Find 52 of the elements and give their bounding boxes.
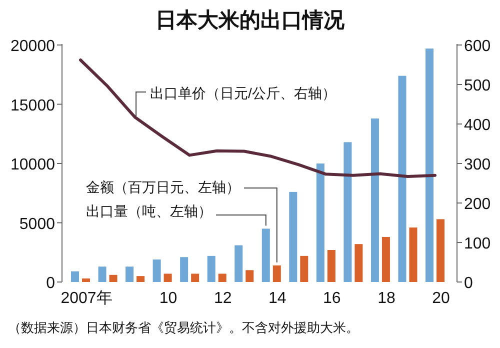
x-tick-label: 16 — [323, 290, 341, 307]
x-tick-label: 10 — [159, 290, 178, 307]
bar — [327, 250, 336, 282]
x-tick-label: 20 — [432, 290, 450, 307]
y-tick-label: 15000 — [10, 97, 56, 114]
bar — [218, 274, 226, 282]
x-tick-label: 2007年 — [60, 290, 112, 307]
bar — [354, 244, 363, 282]
y-tick-label: 10000 — [10, 156, 56, 174]
y2-tick-label: 0 — [464, 275, 473, 292]
y2-tick-label: 500 — [464, 78, 491, 94]
y-tick-label: 0 — [46, 275, 56, 292]
bar — [398, 76, 406, 282]
x-tick-label: 18 — [378, 290, 396, 307]
bar — [109, 274, 118, 282]
y2-tick-label: 100 — [464, 236, 491, 252]
y2-tick-label: 200 — [464, 196, 491, 213]
bar — [152, 259, 161, 282]
bar — [316, 164, 324, 282]
y2-tick-label: 600 — [464, 38, 491, 55]
bar — [272, 265, 281, 282]
y2-tick-label: 300 — [464, 156, 491, 174]
bar — [164, 274, 172, 282]
bar — [98, 266, 106, 282]
text: 金额（百万日元、左轴） — [86, 179, 240, 195]
bar — [180, 257, 188, 282]
bar — [82, 278, 90, 282]
text: 出口量（吨、左轴） — [86, 203, 212, 219]
y2-tick-label: 400 — [464, 117, 491, 134]
chart-title: 日本大米的出口情况 — [156, 9, 346, 32]
bar — [71, 271, 79, 282]
bar — [234, 245, 243, 282]
bar — [382, 236, 390, 282]
bar — [436, 219, 444, 282]
bar — [370, 118, 379, 282]
bar — [126, 266, 134, 282]
bar — [300, 256, 308, 282]
bar — [409, 227, 418, 282]
bar — [289, 192, 298, 282]
x-tick-label: 12 — [214, 290, 232, 307]
y-tick-label: 20000 — [10, 38, 56, 55]
series-label: 出口单价（日元/公斤、右轴） — [150, 85, 336, 101]
bar — [207, 256, 216, 282]
bar — [191, 274, 200, 282]
text: （数据来源）日本财务省《贸易统计》。不含对外援助大米。 — [8, 320, 359, 335]
bar — [136, 276, 145, 282]
bar — [246, 270, 254, 282]
bar — [344, 142, 352, 282]
bar — [262, 228, 270, 282]
bar — [426, 48, 434, 282]
y-tick-label: 5000 — [19, 216, 56, 233]
x-tick-label: 14 — [268, 290, 286, 307]
